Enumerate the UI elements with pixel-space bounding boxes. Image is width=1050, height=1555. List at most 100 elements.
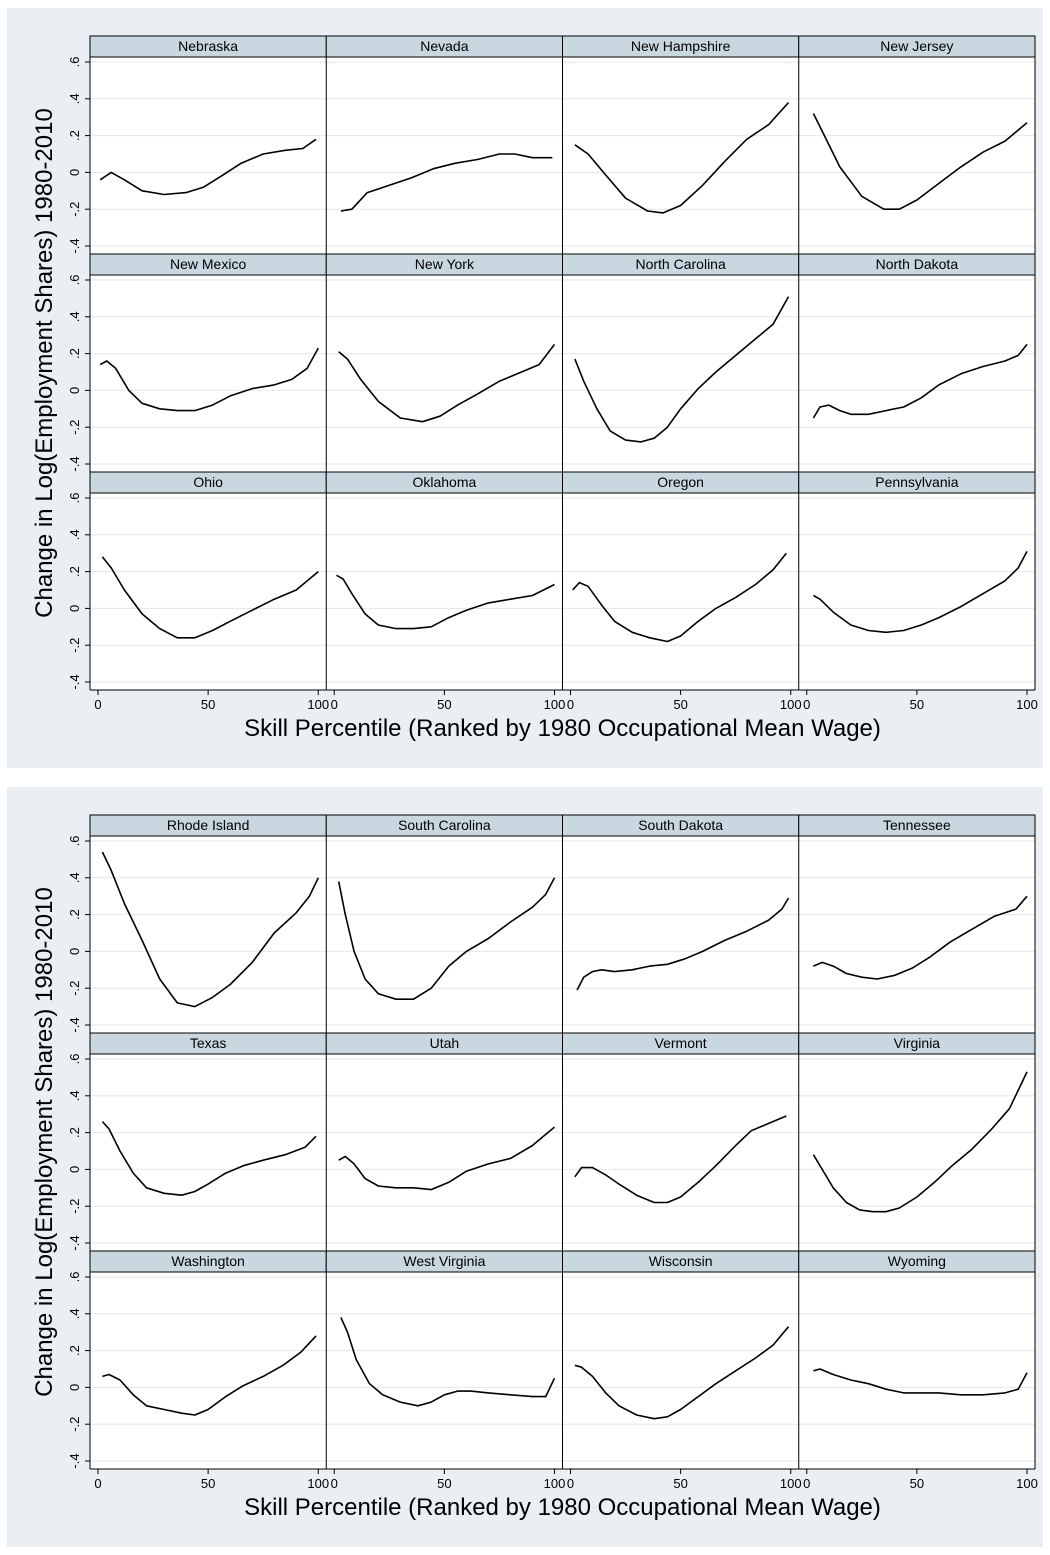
- panel-wyoming: Wyoming 0 50 100: [798, 1250, 1038, 1491]
- panel-wisconsin: Wisconsin 0 50 100: [562, 1250, 802, 1491]
- x-tick-label: 0: [331, 697, 338, 712]
- panel-plot-area: [798, 275, 1035, 472]
- panel-title: Vermont: [655, 1035, 707, 1051]
- series-line: [812, 113, 1028, 210]
- panel-plot-area: [90, 836, 327, 1033]
- panel-strip: [798, 471, 1036, 494]
- y-tick-label: .2: [67, 348, 82, 359]
- panel-plot-area: [798, 1272, 1035, 1469]
- panel-title: Wisconsin: [649, 1253, 713, 1269]
- panel-plot-area: [562, 836, 799, 1033]
- y-axis-title: Change in Log(Employment Shares) 1980-20…: [31, 108, 58, 618]
- panel-strip: [798, 1250, 1036, 1273]
- panel-new-hampshire: New Hampshire: [562, 35, 800, 254]
- series-line: [574, 1115, 787, 1204]
- series-line: [813, 895, 1028, 980]
- panel-new-jersey: New Jersey: [798, 35, 1036, 254]
- panel-strip: [798, 1032, 1036, 1055]
- panel-strip: [798, 35, 1036, 58]
- series-line: [102, 1335, 317, 1416]
- x-tick-label: 50: [437, 1476, 451, 1491]
- panel-plot-area: [90, 1272, 327, 1469]
- panel-oregon: Oregon 0 50 100: [562, 471, 802, 712]
- panel-plot-area: [90, 57, 327, 254]
- panel-west-virginia: West Virginia 0 50 100: [325, 1250, 565, 1491]
- y-tick-label: -.2: [67, 1199, 82, 1214]
- panel-plot-area: [326, 1272, 563, 1469]
- panel-nevada: Nevada: [325, 35, 563, 254]
- figure-block-2: Rhode Island -.4 -.2 0 .2 .4 .6 South Carolina S…: [7, 787, 1043, 1547]
- series-line: [812, 1071, 1028, 1213]
- series-line: [337, 877, 556, 1000]
- panel-south-carolina: South Carolina: [325, 814, 563, 1033]
- panel-tennessee: Tennessee: [798, 814, 1036, 1033]
- x-tick-label: 50: [201, 1476, 215, 1491]
- panel-plot-area: [562, 493, 799, 690]
- panel-new-york: New York: [325, 253, 563, 472]
- y-tick-label: .2: [67, 1345, 82, 1356]
- x-tick-label: 100: [1016, 697, 1038, 712]
- y-tick-label: -.4: [67, 1235, 82, 1250]
- y-tick-label: -.4: [67, 238, 82, 253]
- y-tick-label: -.2: [67, 420, 82, 435]
- panel-title: South Carolina: [398, 817, 491, 833]
- y-tick-label: 0: [67, 605, 82, 612]
- series-line: [338, 1126, 556, 1191]
- panel-plot-area: [326, 57, 563, 254]
- y-tick-label: -.2: [67, 638, 82, 653]
- panel-plot-area: [798, 493, 1035, 690]
- x-tick-label: 100: [307, 1476, 329, 1491]
- x-tick-label: 50: [910, 697, 924, 712]
- y-axis-title: Change in Log(Employment Shares) 1980-20…: [31, 887, 58, 1397]
- x-tick-label: 0: [567, 1476, 574, 1491]
- panel-virginia: Virginia: [798, 1032, 1036, 1251]
- panel-texas: Texas -.4 -.2 0 .2 .4 .6: [67, 1032, 327, 1251]
- panel-north-dakota: North Dakota: [798, 253, 1036, 472]
- series-line: [340, 1317, 556, 1407]
- panel-pennsylvania: Pennsylvania 0 50 100: [798, 471, 1038, 712]
- series-line: [101, 1121, 317, 1196]
- panel-title: Nebraska: [178, 38, 238, 54]
- y-tick-label: .4: [67, 93, 82, 104]
- y-tick-label: .4: [67, 311, 82, 322]
- panel-plot-area: [90, 275, 327, 472]
- panel-plot-area: [562, 1054, 799, 1251]
- panel-title: Washington: [171, 1253, 244, 1269]
- panel-rhode-island: Rhode Island -.4 -.2 0 .2 .4 .6: [67, 814, 327, 1033]
- x-tick-label: 100: [307, 697, 329, 712]
- y-tick-label: 0: [67, 948, 82, 955]
- y-tick-label: -.4: [67, 1017, 82, 1032]
- series-line: [340, 153, 553, 212]
- y-tick-label: .6: [67, 1272, 82, 1283]
- y-tick-label: -.2: [67, 202, 82, 217]
- y-tick-label: 0: [67, 1384, 82, 1391]
- series-line: [336, 574, 555, 630]
- panel-plot-area: [562, 1272, 799, 1469]
- panel-title: Oklahoma: [412, 474, 476, 490]
- y-tick-label: .6: [67, 57, 82, 68]
- y-tick-label: -.2: [67, 1417, 82, 1432]
- series-line: [574, 101, 790, 214]
- panel-title: West Virginia: [403, 1253, 485, 1269]
- panel-title: New Hampshire: [631, 38, 731, 54]
- y-tick-label: .4: [67, 1090, 82, 1101]
- series-line: [813, 551, 1028, 634]
- panel-title: Virginia: [894, 1035, 941, 1051]
- y-tick-label: .2: [67, 1127, 82, 1138]
- y-tick-label: 0: [67, 169, 82, 176]
- panel-title: Oregon: [657, 474, 704, 490]
- series-line: [572, 552, 787, 643]
- y-tick-label: .4: [67, 1308, 82, 1319]
- series-line: [576, 897, 790, 991]
- y-tick-label: .4: [67, 872, 82, 883]
- y-tick-label: .6: [67, 836, 82, 847]
- x-tick-label: 100: [780, 697, 802, 712]
- x-tick-label: 100: [544, 697, 566, 712]
- panel-plot-area: [326, 493, 563, 690]
- panel-plot-area: [326, 836, 563, 1033]
- panel-title: New Jersey: [880, 38, 953, 54]
- panel-plot-area: [562, 275, 799, 472]
- panel-new-mexico: New Mexico -.4 -.2 0 .2 .4 .6: [67, 253, 327, 472]
- x-tick-label: 50: [201, 697, 215, 712]
- panel-title: Nevada: [420, 38, 468, 54]
